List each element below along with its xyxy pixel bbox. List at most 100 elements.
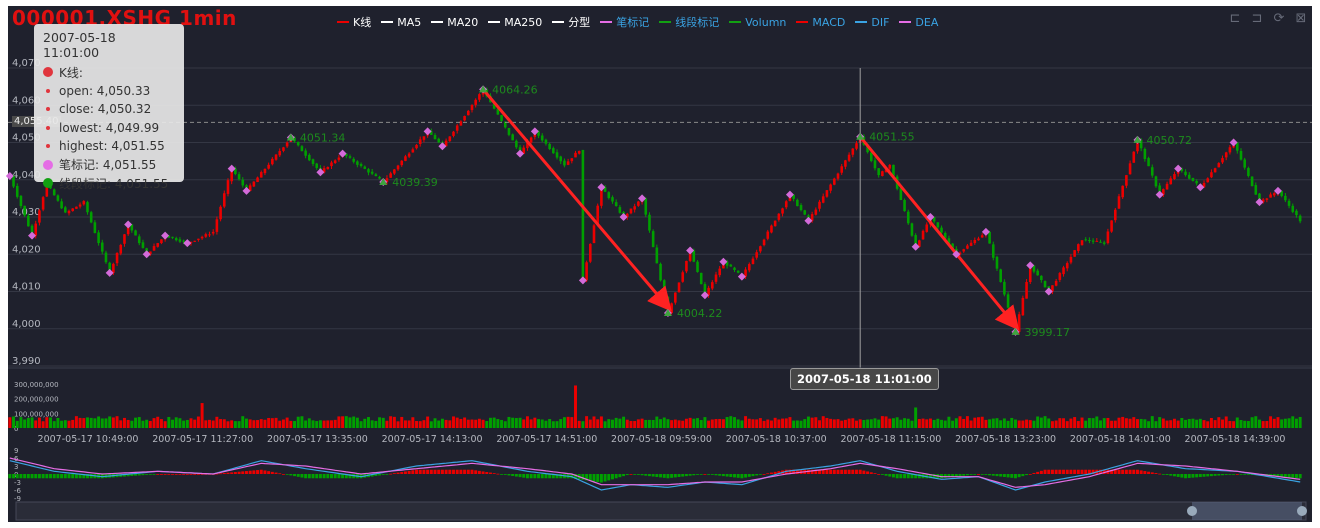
volume-bar xyxy=(1006,420,1010,428)
zoom-icon[interactable]: ⊏ xyxy=(1229,11,1241,26)
volume-bar xyxy=(433,418,437,428)
candle-body xyxy=(903,199,906,212)
candle-body xyxy=(511,134,514,141)
tooltip-row-xd: 线段标记: 4,051.55 xyxy=(43,174,175,193)
legend-item[interactable]: MACD xyxy=(796,14,845,30)
macd-bar xyxy=(1176,474,1180,477)
volume-bar xyxy=(1013,419,1017,428)
volume-bar xyxy=(1221,419,1224,428)
volume-bar xyxy=(758,418,762,428)
candle-body xyxy=(818,201,821,209)
restore-icon[interactable]: ⟳ xyxy=(1273,11,1285,26)
macd-bar xyxy=(1006,474,1010,478)
legend-item[interactable]: 分型 xyxy=(552,14,590,30)
datazoom-handle-left-icon xyxy=(1187,506,1197,516)
candle-body xyxy=(404,156,407,161)
volume-bar xyxy=(895,417,899,428)
candle-body xyxy=(252,181,256,187)
volume-bar xyxy=(1187,418,1191,428)
volume-bar xyxy=(1091,418,1095,428)
bullet-icon xyxy=(46,125,50,130)
candle-body xyxy=(89,212,93,223)
candle-body xyxy=(1221,158,1224,163)
candle-body xyxy=(311,159,315,164)
candle-body xyxy=(799,205,803,211)
volume-bar xyxy=(666,419,670,428)
candle-body xyxy=(356,161,359,165)
volume-bar xyxy=(755,419,759,428)
candle-body xyxy=(82,201,86,205)
macd-bar xyxy=(477,470,481,474)
volume-bar xyxy=(733,417,736,428)
candle-body xyxy=(825,190,829,197)
legend-item[interactable]: Volumn xyxy=(729,14,786,30)
macd-bar xyxy=(145,474,149,475)
candle-body xyxy=(115,252,119,264)
macd-bar xyxy=(152,474,156,475)
candle-body xyxy=(958,252,962,255)
volume-bar xyxy=(122,417,126,428)
candle-body xyxy=(733,267,736,271)
legend-item[interactable]: MA250 xyxy=(488,14,542,30)
macd-bar xyxy=(1017,474,1021,478)
macd-bar xyxy=(182,474,186,475)
volume-bar xyxy=(729,416,733,428)
candle-body xyxy=(784,201,788,208)
zoom-back-icon[interactable]: ⊐ xyxy=(1251,11,1263,26)
candle-body xyxy=(104,252,108,263)
volume-bar xyxy=(481,419,485,428)
candle-body xyxy=(1091,240,1095,242)
candle-body xyxy=(759,246,762,252)
macd-bar xyxy=(747,474,751,477)
volume-bar xyxy=(1283,418,1287,428)
volume-bar xyxy=(858,419,862,428)
trend-arrow xyxy=(481,88,672,312)
macd-bar xyxy=(518,474,522,478)
candle-body xyxy=(555,152,559,158)
volume-bar xyxy=(951,420,955,428)
candle-body xyxy=(637,201,640,206)
macd-bar xyxy=(49,474,52,479)
macd-bar xyxy=(1221,474,1224,476)
macd-bar xyxy=(496,473,500,475)
volume-bar xyxy=(806,416,810,428)
macd-bar xyxy=(488,472,492,474)
bi-marker xyxy=(438,142,447,151)
volume-bar xyxy=(437,420,441,428)
bi-marker xyxy=(952,250,961,259)
legend-item[interactable]: DEA xyxy=(899,14,938,30)
volume-bar xyxy=(1054,420,1058,428)
macd-bar xyxy=(1165,474,1169,475)
candle-body xyxy=(1195,180,1198,184)
candle-body xyxy=(393,169,396,174)
bi-marker xyxy=(338,149,347,158)
candle-body xyxy=(430,131,433,135)
macd-bar xyxy=(281,474,285,475)
candle-body xyxy=(577,151,581,154)
volume-bar xyxy=(1073,417,1077,428)
macd-bar xyxy=(548,474,552,479)
candle-body xyxy=(271,158,274,165)
macd-bar xyxy=(318,474,322,479)
legend-item[interactable]: 笔标记 xyxy=(600,14,649,30)
macd-bar xyxy=(1128,469,1132,474)
legend-item[interactable]: DIF xyxy=(855,14,889,30)
save-image-icon[interactable]: ⊠ xyxy=(1295,11,1307,26)
macd-bar xyxy=(903,474,907,479)
legend-item[interactable]: MA20 xyxy=(431,14,478,30)
legend-item[interactable]: MA5 xyxy=(381,14,421,30)
candle-body xyxy=(892,164,895,176)
candle-body xyxy=(274,154,278,160)
volume-bar xyxy=(326,420,330,428)
macd-bar xyxy=(196,474,200,475)
macd-bar xyxy=(1180,474,1184,478)
volume-bar xyxy=(511,417,515,428)
legend-label: DIF xyxy=(871,15,890,29)
xd-marker xyxy=(379,178,388,186)
legend-item[interactable]: 线段标记 xyxy=(659,14,719,30)
legend-item[interactable]: K线 xyxy=(337,14,371,30)
macd-bar xyxy=(452,469,455,474)
macd-bar xyxy=(204,474,208,475)
volume-bar xyxy=(914,407,918,428)
bi-marker xyxy=(1026,261,1035,270)
